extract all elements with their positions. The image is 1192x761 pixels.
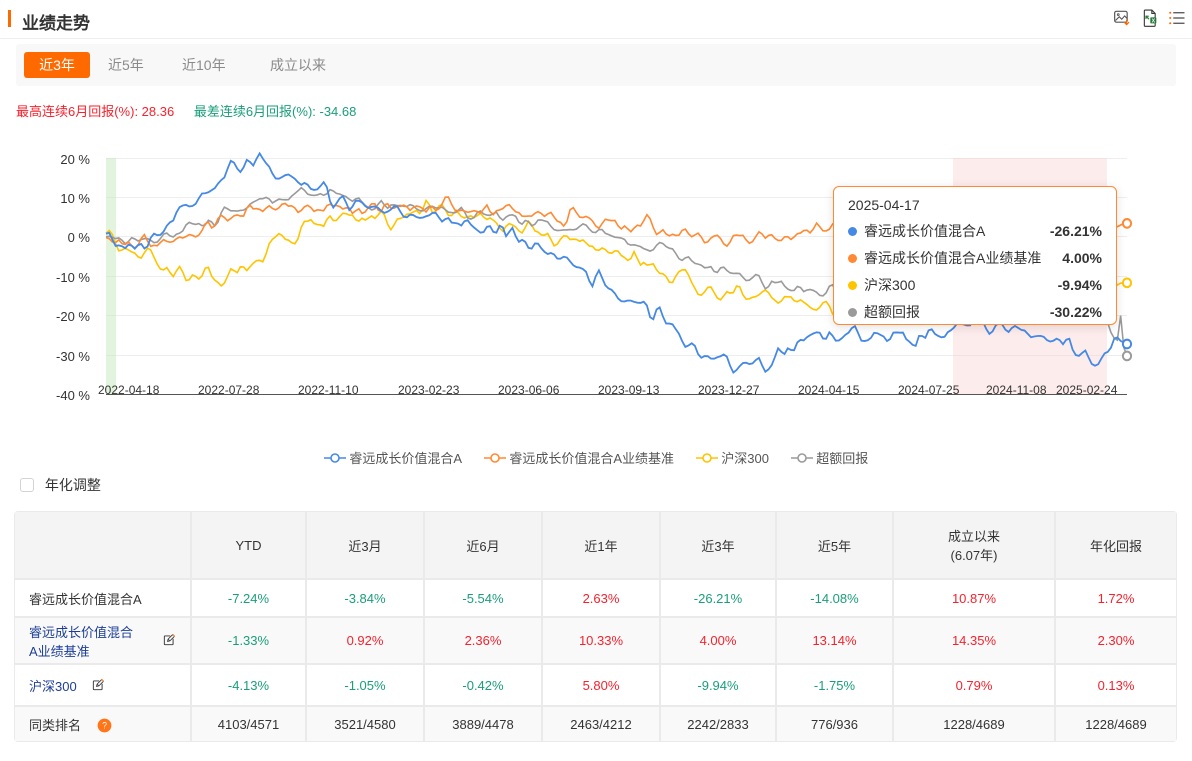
svg-text:X: X xyxy=(1152,18,1156,24)
svg-text:?: ? xyxy=(102,720,107,730)
